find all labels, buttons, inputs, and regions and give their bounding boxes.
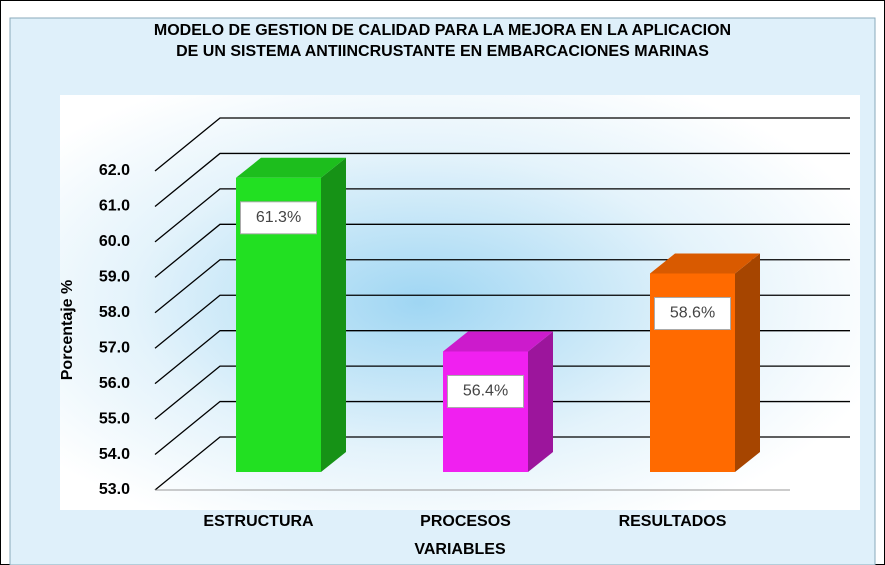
bar: [650, 253, 760, 472]
grid-line: [154, 117, 850, 172]
y-axis-label: Porcentaje %: [59, 280, 76, 380]
grid-line: [154, 330, 850, 385]
value-label: 56.4%: [463, 383, 508, 400]
y-tick-label: 62.0: [99, 162, 130, 179]
y-tick-label: 58.0: [99, 304, 130, 321]
y-tick-label: 56.0: [99, 375, 130, 392]
value-label: 58.6%: [670, 305, 715, 322]
value-label-box: [447, 374, 524, 408]
value-label: 61.3%: [256, 209, 301, 226]
x-tick-label: PROCESOS: [420, 513, 511, 530]
bar-face: [528, 331, 553, 472]
y-tick-label: 55.0: [99, 410, 130, 427]
bar-face: [321, 157, 346, 473]
grid-line: [154, 365, 850, 420]
bar-face: [443, 351, 528, 472]
bar-face: [236, 177, 321, 473]
bar-face: [650, 253, 760, 274]
x-axis-label: VARIABLES: [414, 541, 506, 558]
x-tick-label: RESULTADOS: [619, 513, 727, 530]
y-tick-label: 61.0: [99, 198, 130, 215]
grid-line: [154, 152, 850, 207]
grid-line: [154, 259, 850, 314]
grid-line: [154, 400, 850, 456]
chart-title: MODELO DE GESTION DE CALIDAD PARA LA MEJ…: [153, 22, 732, 60]
y-tick-label: 54.0: [99, 446, 130, 463]
grid-line: [154, 188, 850, 243]
bar-face: [735, 253, 760, 472]
value-label-box: [240, 201, 317, 235]
bar-face: [236, 157, 346, 178]
bar: [236, 157, 346, 473]
y-tick-label: 53.0: [99, 481, 130, 498]
grid-line: [154, 294, 850, 349]
value-label-box: [654, 297, 731, 331]
grid-line: [154, 436, 850, 491]
bar-face: [443, 331, 553, 352]
y-tick-label: 60.0: [99, 233, 130, 250]
x-tick-label: ESTRUCTURA: [203, 513, 314, 530]
grid-line: [154, 223, 850, 278]
y-tick-label: 59.0: [99, 269, 130, 286]
y-tick-label: 57.0: [99, 339, 130, 356]
